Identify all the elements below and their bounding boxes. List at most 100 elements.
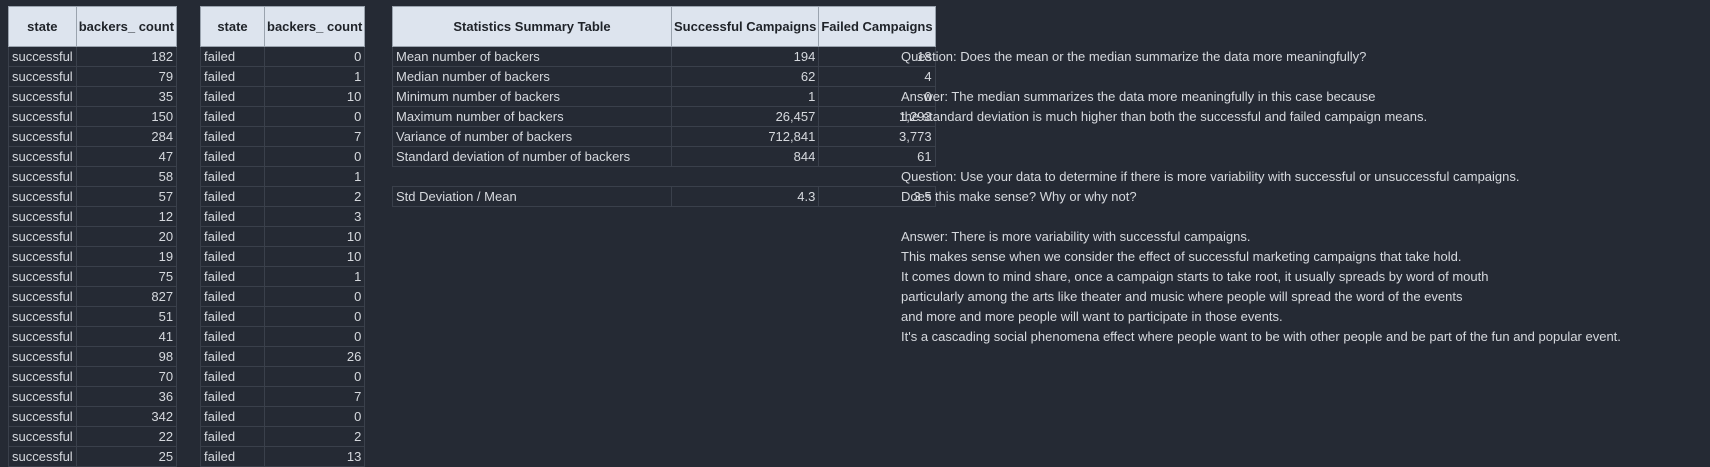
table-cell[interactable]: 712,841 — [671, 126, 820, 147]
table-cell[interactable]: failed — [200, 86, 265, 107]
table-cell[interactable]: successful — [8, 186, 77, 207]
table-cell[interactable]: 98 — [76, 346, 178, 367]
table-cell[interactable]: 284 — [76, 126, 178, 147]
table-cell[interactable]: failed — [200, 266, 265, 287]
table-cell[interactable]: 0 — [264, 146, 366, 167]
table-cell[interactable]: successful — [8, 86, 77, 107]
table-cell[interactable]: 0 — [264, 366, 366, 387]
table-cell[interactable]: 26 — [264, 346, 366, 367]
table-cell[interactable]: Variance of number of backers — [392, 126, 672, 147]
table-cell[interactable]: successful — [8, 206, 77, 227]
table-cell[interactable]: 20 — [76, 226, 178, 247]
table-cell[interactable]: Standard deviation of number of backers — [392, 146, 672, 167]
table-cell[interactable]: 0 — [818, 86, 936, 107]
table-cell[interactable]: 182 — [76, 46, 178, 67]
table-cell[interactable]: failed — [200, 366, 265, 387]
stats-title-header[interactable]: Statistics Summary Table — [392, 6, 672, 47]
table-cell[interactable]: failed — [200, 166, 265, 187]
table-cell[interactable]: 41 — [76, 326, 178, 347]
table-cell[interactable]: failed — [200, 186, 265, 207]
failed-campaigns-header[interactable]: Failed Campaigns — [818, 6, 936, 47]
table-cell[interactable]: failed — [200, 146, 265, 167]
table-cell[interactable]: 0 — [264, 406, 366, 427]
table-cell[interactable]: failed — [200, 426, 265, 447]
table-cell[interactable]: 150 — [76, 106, 178, 127]
table-cell[interactable]: 13 — [264, 446, 366, 467]
column-header-state[interactable]: state — [8, 6, 77, 47]
table-cell[interactable]: successful — [8, 106, 77, 127]
table-cell[interactable]: 79 — [76, 66, 178, 87]
table-cell[interactable]: Median number of backers — [392, 66, 672, 87]
table-cell[interactable]: failed — [200, 386, 265, 407]
table-cell[interactable]: 3,773 — [818, 126, 936, 147]
table-cell[interactable]: successful — [8, 306, 77, 327]
table-cell[interactable] — [818, 166, 936, 187]
table-cell[interactable]: 62 — [671, 66, 820, 87]
table-cell[interactable]: 10 — [264, 246, 366, 267]
table-cell[interactable]: successful — [8, 366, 77, 387]
table-cell[interactable]: failed — [200, 326, 265, 347]
table-cell[interactable]: successful — [8, 146, 77, 167]
table-cell[interactable]: 10 — [264, 86, 366, 107]
table-cell[interactable]: successful — [8, 126, 77, 147]
table-cell[interactable]: 75 — [76, 266, 178, 287]
table-cell[interactable]: 1 — [264, 66, 366, 87]
table-cell[interactable]: Mean number of backers — [392, 46, 672, 67]
table-cell[interactable]: 70 — [76, 366, 178, 387]
table-cell[interactable]: 22 — [76, 426, 178, 447]
column-header-backers-count[interactable]: backers_ count — [75, 6, 178, 47]
table-cell[interactable]: successful — [8, 386, 77, 407]
table-cell[interactable]: successful — [8, 66, 77, 87]
table-cell[interactable]: failed — [200, 286, 265, 307]
table-cell[interactable]: 0 — [264, 306, 366, 327]
table-cell[interactable]: 7 — [264, 386, 366, 407]
table-cell[interactable]: 2 — [264, 186, 366, 207]
table-cell[interactable]: failed — [200, 246, 265, 267]
table-cell[interactable] — [392, 166, 672, 187]
table-cell[interactable]: successful — [8, 46, 77, 67]
table-cell[interactable]: successful — [8, 246, 77, 267]
table-cell[interactable]: Minimum number of backers — [392, 86, 672, 107]
table-cell[interactable]: Maximum number of backers — [392, 106, 672, 127]
table-cell[interactable]: 4.3 — [671, 186, 820, 207]
table-cell[interactable]: 3.5 — [818, 186, 936, 207]
table-cell[interactable]: 0 — [264, 326, 366, 347]
table-cell[interactable]: 0 — [264, 46, 366, 67]
column-header-state[interactable]: state — [200, 6, 265, 47]
table-cell[interactable]: successful — [8, 326, 77, 347]
table-cell[interactable]: 7 — [264, 126, 366, 147]
table-cell[interactable]: failed — [200, 66, 265, 87]
table-cell[interactable]: successful — [8, 406, 77, 427]
table-cell[interactable]: 1,293 — [818, 106, 936, 127]
table-cell[interactable]: 57 — [76, 186, 178, 207]
table-cell[interactable]: 19 — [76, 246, 178, 267]
table-cell[interactable]: successful — [8, 166, 77, 187]
table-cell[interactable]: failed — [200, 206, 265, 227]
table-cell[interactable]: failed — [200, 226, 265, 247]
column-header-backers-count[interactable]: backers_ count — [263, 6, 366, 47]
table-cell[interactable]: 61 — [818, 146, 936, 167]
table-cell[interactable]: 4 — [818, 66, 936, 87]
table-cell[interactable]: 1 — [264, 266, 366, 287]
table-cell[interactable]: failed — [200, 346, 265, 367]
table-cell[interactable]: 194 — [671, 46, 820, 67]
table-cell[interactable]: 844 — [671, 146, 820, 167]
table-cell[interactable]: 0 — [264, 286, 366, 307]
table-cell[interactable]: 35 — [76, 86, 178, 107]
table-cell[interactable]: 342 — [76, 406, 178, 427]
table-cell[interactable]: 827 — [76, 286, 178, 307]
table-cell[interactable]: failed — [200, 126, 265, 147]
table-cell[interactable]: 51 — [76, 306, 178, 327]
table-cell[interactable]: successful — [8, 426, 77, 447]
table-cell[interactable]: 47 — [76, 146, 178, 167]
table-cell[interactable]: 1 — [671, 86, 820, 107]
table-cell[interactable]: 25 — [76, 446, 178, 467]
table-cell[interactable]: failed — [200, 106, 265, 127]
table-cell[interactable]: successful — [8, 266, 77, 287]
table-cell[interactable]: failed — [200, 406, 265, 427]
table-cell[interactable]: Std Deviation / Mean — [392, 186, 672, 207]
table-cell[interactable]: 2 — [264, 426, 366, 447]
table-cell[interactable]: successful — [8, 286, 77, 307]
table-cell[interactable]: 18 — [818, 46, 936, 67]
table-cell[interactable]: 12 — [76, 206, 178, 227]
